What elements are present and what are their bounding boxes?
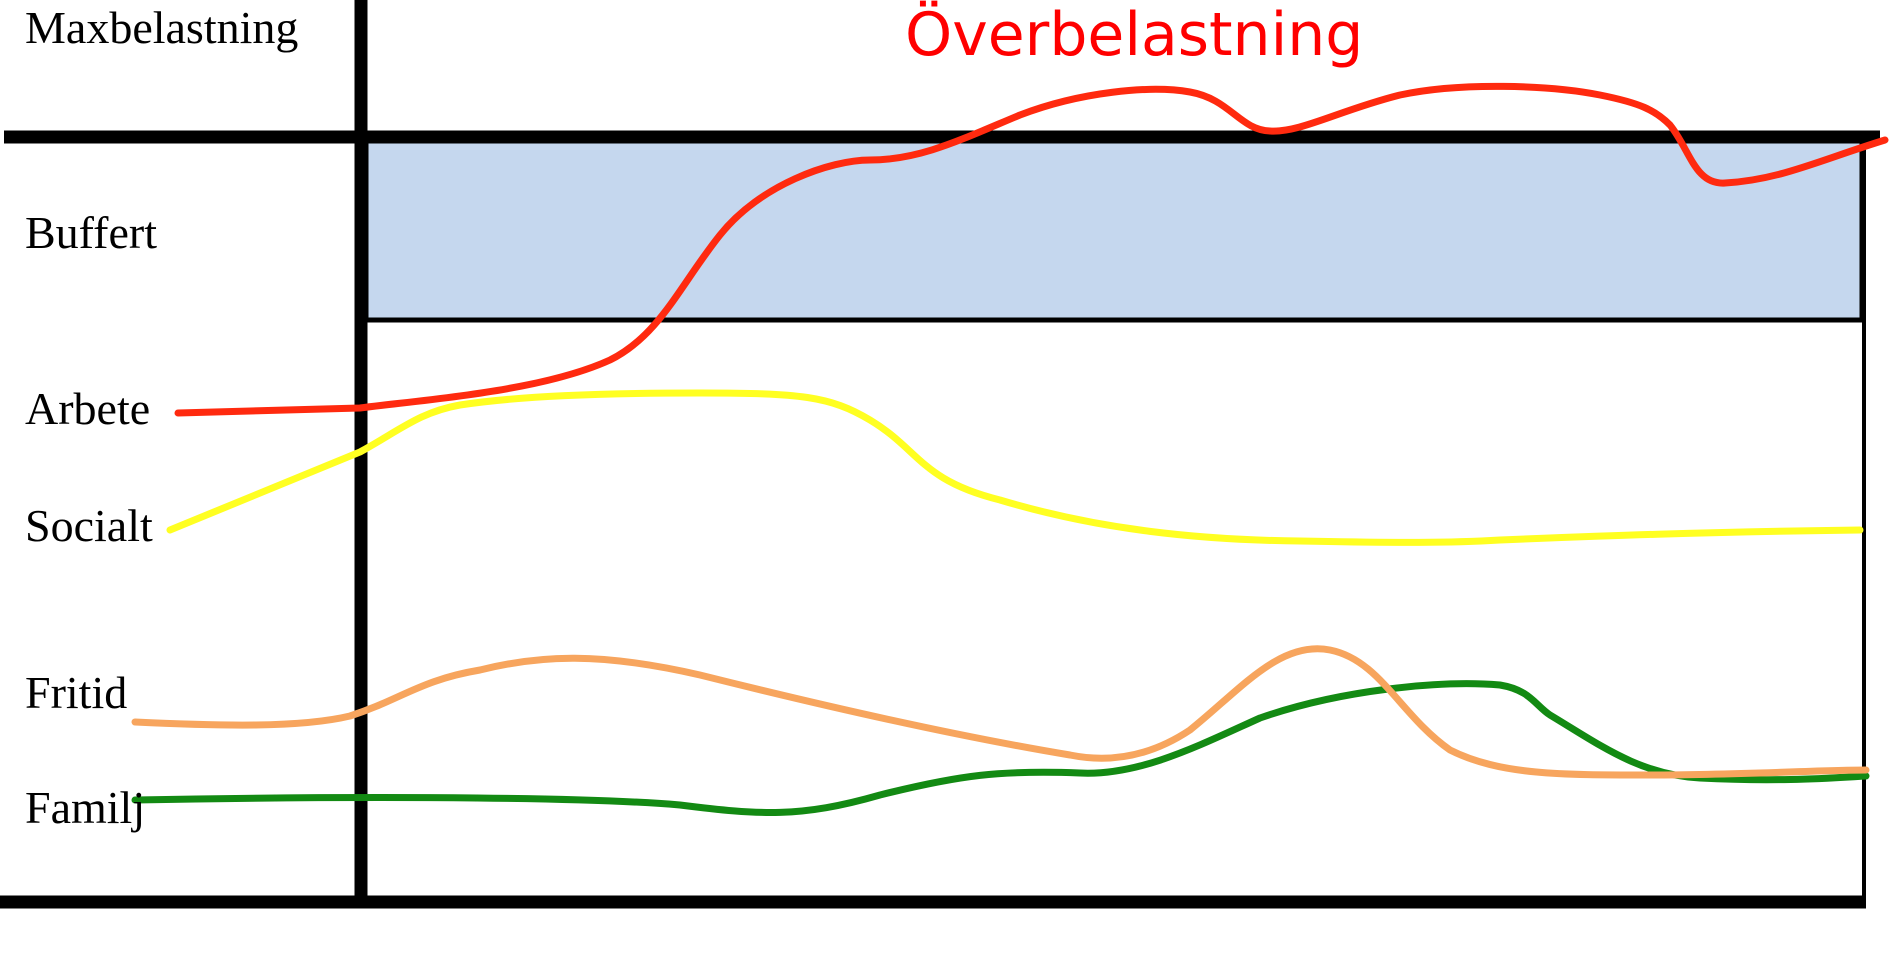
max-load-label: Maxbelastning bbox=[25, 2, 298, 53]
buffer-label: Buffert bbox=[25, 207, 157, 258]
leisure-curve bbox=[131, 645, 1870, 779]
work-label: Arbete bbox=[25, 383, 150, 434]
family-curve bbox=[131, 680, 1870, 816]
social-label: Socialt bbox=[25, 500, 153, 551]
leisure-label: Fritid bbox=[25, 667, 127, 718]
family-label: Familj bbox=[25, 782, 145, 833]
social-curve bbox=[166, 389, 1864, 546]
buffer-zone bbox=[363, 134, 1865, 323]
overload-title: Överbelastning bbox=[905, 0, 1363, 70]
work-curve bbox=[174, 82, 1889, 417]
